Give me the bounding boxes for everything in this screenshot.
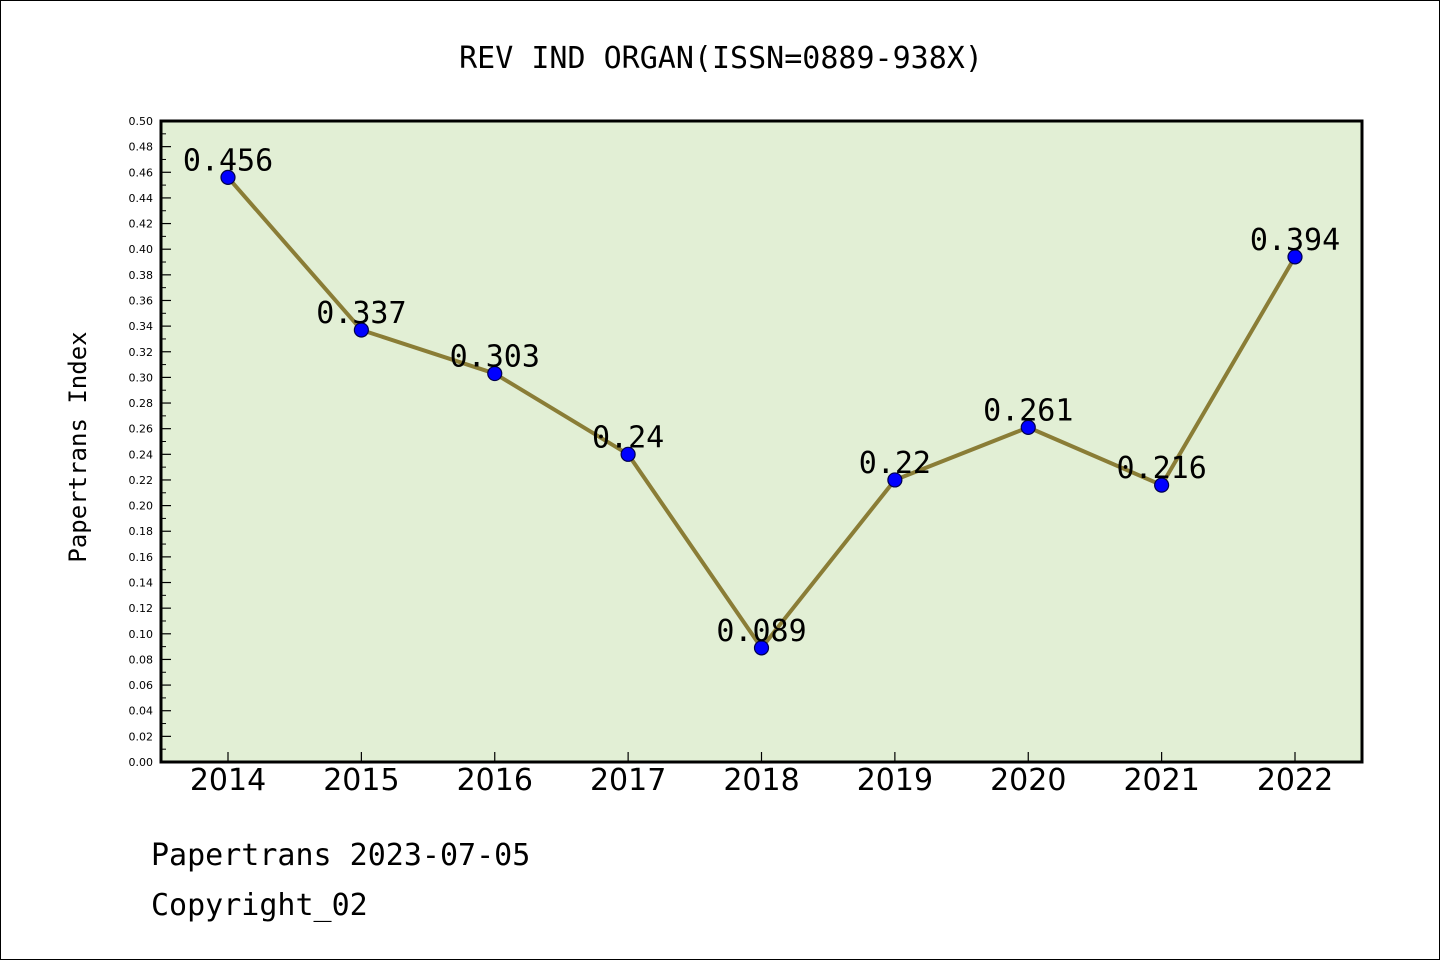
y-tick-label: 0.34 — [129, 320, 154, 333]
x-tick-label: 2017 — [590, 763, 666, 798]
data-point — [1020, 419, 1036, 435]
y-tick-label: 0.42 — [129, 218, 154, 231]
plot-border — [159, 119, 1364, 764]
y-tick-label: 0.04 — [129, 705, 154, 718]
data-point — [353, 322, 369, 338]
data-label: 0.303 — [450, 340, 540, 375]
y-axis: 0.00 0.02 0.04 0.06 0.08 0.10 0.12 0.14 0.16 0.18… — [129, 115, 171, 769]
data-point — [620, 446, 636, 462]
y-tick-label: 0.46 — [129, 166, 154, 179]
data-point — [753, 640, 770, 656]
data-label: 0.22 — [859, 446, 931, 481]
y-tick-label: 0.20 — [129, 500, 154, 513]
data-label-group: 0.456 0.337 0.303 0.24 0.089 0.22 0.261 0.216 0.… — [183, 143, 1340, 648]
data-label: 0.216 — [1116, 451, 1206, 486]
x-tick-label: 2019 — [857, 763, 933, 798]
y-tick-label: 0.30 — [129, 371, 154, 384]
data-label: 0.24 — [592, 420, 664, 455]
y-tick-label: 0.38 — [129, 269, 154, 282]
data-point — [220, 169, 236, 186]
y-tick-label: 0.00 — [129, 756, 154, 769]
y-tick-label: 0.06 — [129, 679, 154, 692]
data-label: 0.261 — [983, 393, 1073, 428]
data-label: 0.394 — [1250, 223, 1340, 258]
y-tick-label: 0.14 — [129, 577, 154, 590]
y-tick-label: 0.28 — [129, 397, 154, 410]
data-point — [1287, 249, 1303, 265]
y-tick-label: 0.16 — [129, 551, 154, 564]
data-point — [1154, 477, 1170, 493]
y-tick-label: 0.22 — [129, 474, 154, 487]
y-tick-label: 0.36 — [129, 294, 154, 307]
y-tick-label: 0.12 — [129, 602, 154, 615]
footer-copyright: Copyright_02 — [151, 888, 368, 923]
x-tick-label: 2021 — [1123, 763, 1199, 798]
y-tick-label: 0.02 — [129, 730, 154, 743]
x-axis: 2014 2015 2016 2017 2018 2019 2020 2021 2022 — [190, 752, 1333, 798]
x-tick-label: 2018 — [723, 763, 799, 798]
x-tick-label: 2014 — [190, 763, 266, 798]
y-tick-label: 0.40 — [129, 243, 154, 256]
y-tick-label: 0.32 — [129, 346, 154, 359]
x-tick-label: 2020 — [990, 763, 1066, 798]
data-label: 0.089 — [716, 614, 806, 649]
data-label: 0.456 — [183, 143, 273, 178]
marker-group — [220, 169, 1303, 656]
data-point — [487, 365, 503, 382]
y-tick-label: 0.10 — [129, 628, 154, 641]
y-tick-label: 0.26 — [129, 423, 154, 436]
y-tick-label: 0.50 — [129, 115, 154, 128]
y-tick-label: 0.24 — [129, 448, 154, 461]
x-tick-label: 2015 — [323, 763, 399, 798]
x-tick-label: 2016 — [457, 763, 533, 798]
chart-title: REV IND ORGAN(ISSN=0889-938X) — [459, 41, 983, 76]
y-tick-label: 0.44 — [129, 192, 154, 205]
y-axis-label: Papertrans Index — [64, 331, 92, 562]
y-tick-label: 0.48 — [129, 141, 154, 154]
data-point — [887, 472, 903, 488]
x-tick-label: 2022 — [1257, 763, 1333, 798]
footer-date: Papertrans 2023-07-05 — [151, 838, 530, 873]
y-tick-label: 0.18 — [129, 525, 154, 538]
y-tick-label: 0.08 — [129, 653, 154, 666]
plot-area — [161, 121, 1362, 762]
data-label: 0.337 — [316, 296, 406, 331]
